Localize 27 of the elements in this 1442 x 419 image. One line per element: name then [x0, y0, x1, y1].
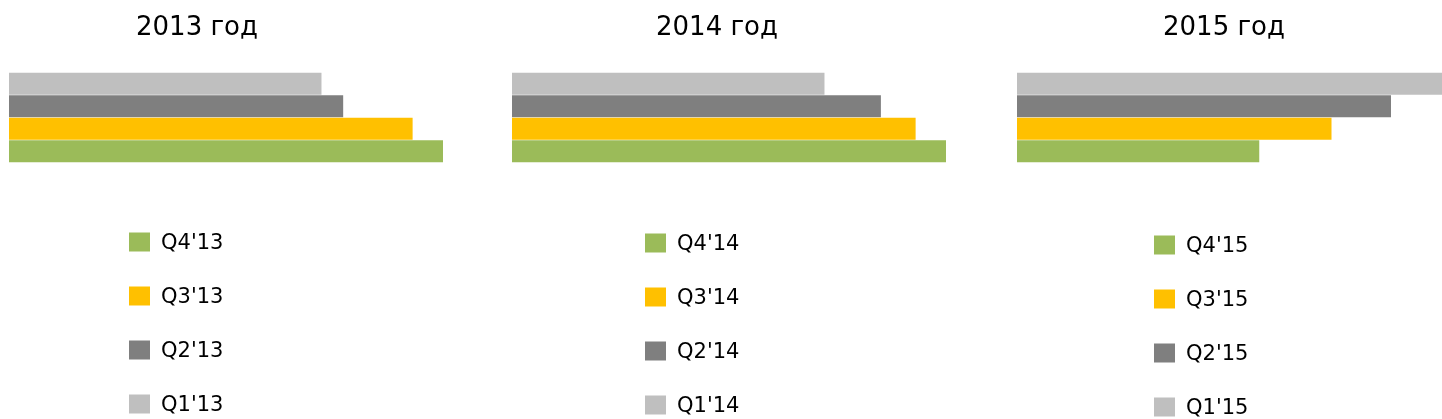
- legend-label: Q3'13: [161, 284, 224, 308]
- bar: [512, 72, 825, 95]
- legend-label: Q3'14: [677, 285, 740, 309]
- legend-label: Q4'15: [1186, 233, 1249, 257]
- bar: [9, 72, 322, 95]
- bar: [9, 95, 344, 118]
- legend-label: Q2'14: [677, 339, 740, 363]
- legend-label: Q1'15: [1186, 395, 1249, 419]
- bar: [512, 140, 946, 163]
- legend-label: Q4'14: [677, 231, 740, 255]
- legend-label: Q1'13: [161, 392, 224, 416]
- bar: [1017, 95, 1391, 118]
- legend-label: Q2'15: [1186, 341, 1249, 365]
- bar: [1017, 140, 1260, 163]
- chart-title: 2014 год: [656, 11, 778, 41]
- chart-title: 2015 год: [1163, 11, 1285, 41]
- legend-label: Q3'15: [1186, 287, 1249, 311]
- legend-label: Q4'13: [161, 230, 224, 254]
- chart-title: 2013 год: [136, 11, 258, 41]
- bar: [9, 117, 413, 140]
- legend-label: Q1'14: [677, 393, 740, 417]
- bar: [1017, 72, 1442, 95]
- bar: [512, 117, 916, 140]
- legend-label: Q2'13: [161, 338, 224, 362]
- bar: [1017, 117, 1332, 140]
- bar: [512, 95, 881, 118]
- bar: [9, 140, 443, 163]
